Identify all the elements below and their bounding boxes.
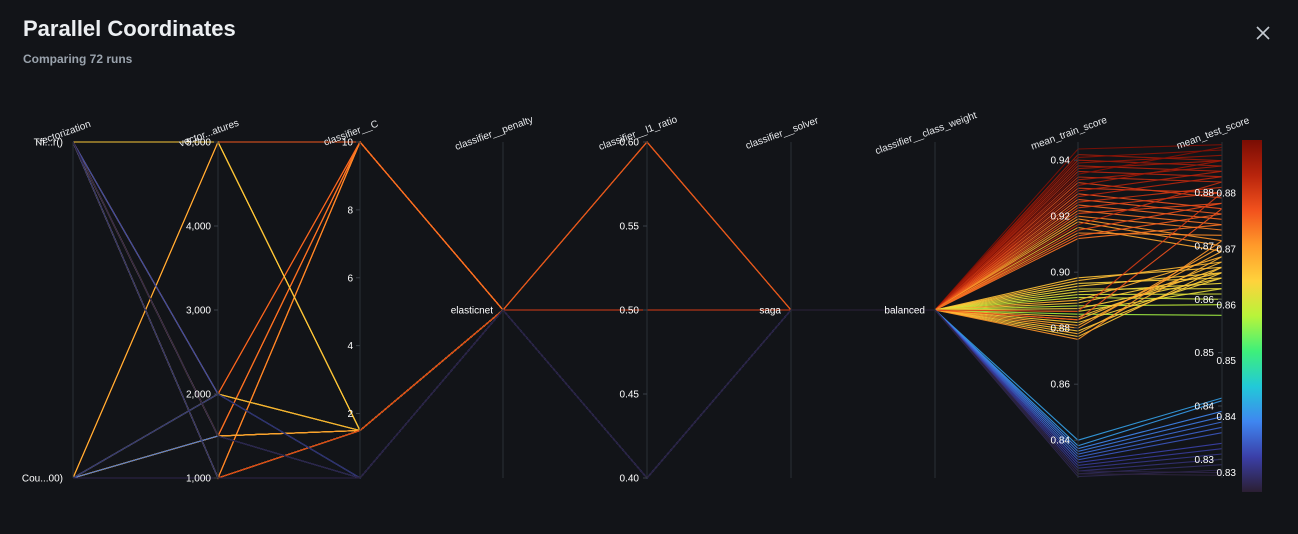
axis-title: mean_train_score xyxy=(1030,115,1109,153)
tick-label: 2,000 xyxy=(186,390,211,401)
tick-label: 4,000 xyxy=(186,222,211,233)
tick-label: 0.40 xyxy=(620,474,640,485)
colorbar-tick-label: 0.84 xyxy=(1217,412,1237,423)
tick-label: 0.86 xyxy=(1195,295,1215,306)
tick-label: 0.60 xyxy=(620,138,640,149)
tick-label: 0.94 xyxy=(1051,156,1071,167)
tick-label: 0.90 xyxy=(1051,268,1071,279)
colorbar-gradient xyxy=(1242,140,1262,492)
tick-label: saga xyxy=(759,306,781,317)
colorbar: 0.83 0.84 0.85 0.86 0.87 0.88 xyxy=(1217,140,1262,492)
tick-label: 0.85 xyxy=(1195,348,1215,359)
axis-title: classifier__penalty xyxy=(454,114,535,152)
tick-label: 0.84 xyxy=(1195,402,1215,413)
tick-label: 0.50 xyxy=(620,306,640,317)
tick-label: 0.87 xyxy=(1195,242,1215,253)
axis-title: classifier__class_weight xyxy=(874,110,979,157)
tick-label: 2 xyxy=(347,409,353,420)
colorbar-tick-label: 0.86 xyxy=(1217,300,1237,311)
tick-label: 0.84 xyxy=(1051,436,1071,447)
colorbar-tick-label: 0.83 xyxy=(1217,468,1237,479)
tick-label: 5,000 xyxy=(186,138,211,149)
axis-title: classifier__solver xyxy=(744,115,820,152)
tick-label: 3,000 xyxy=(186,306,211,317)
tick-label: balanced xyxy=(884,306,925,317)
modal-subtitle: Comparing 72 runs xyxy=(23,52,133,66)
modal-title: Parallel Coordinates xyxy=(23,16,236,41)
tick-label: 4 xyxy=(347,341,353,352)
tick-label: 10 xyxy=(342,138,354,149)
tick-label: 1,000 xyxy=(186,474,211,485)
tick-label: 0.55 xyxy=(620,222,640,233)
tick-label: Tfi...r() xyxy=(34,138,63,149)
colorbar-tick-label: 0.88 xyxy=(1217,189,1237,200)
axis: classifier__penalty elasticnet xyxy=(451,114,535,478)
tick-label: 0.88 xyxy=(1195,188,1215,199)
tick-label: elasticnet xyxy=(451,306,493,317)
tick-label: Cou...00) xyxy=(22,474,63,485)
tick-label: 0.83 xyxy=(1195,455,1215,466)
tick-label: 8 xyxy=(347,205,353,216)
axis-title: mean_test_score xyxy=(1175,115,1251,152)
tick-label: 0.88 xyxy=(1051,324,1071,335)
colorbar-tick-label: 0.85 xyxy=(1217,356,1237,367)
tick-label: 0.86 xyxy=(1051,380,1071,391)
tick-label: 0.45 xyxy=(620,390,640,401)
close-icon[interactable] xyxy=(1252,22,1274,44)
tick-label: 6 xyxy=(347,273,353,284)
tick-label: 0.92 xyxy=(1051,212,1071,223)
colorbar-tick-label: 0.87 xyxy=(1217,244,1237,255)
